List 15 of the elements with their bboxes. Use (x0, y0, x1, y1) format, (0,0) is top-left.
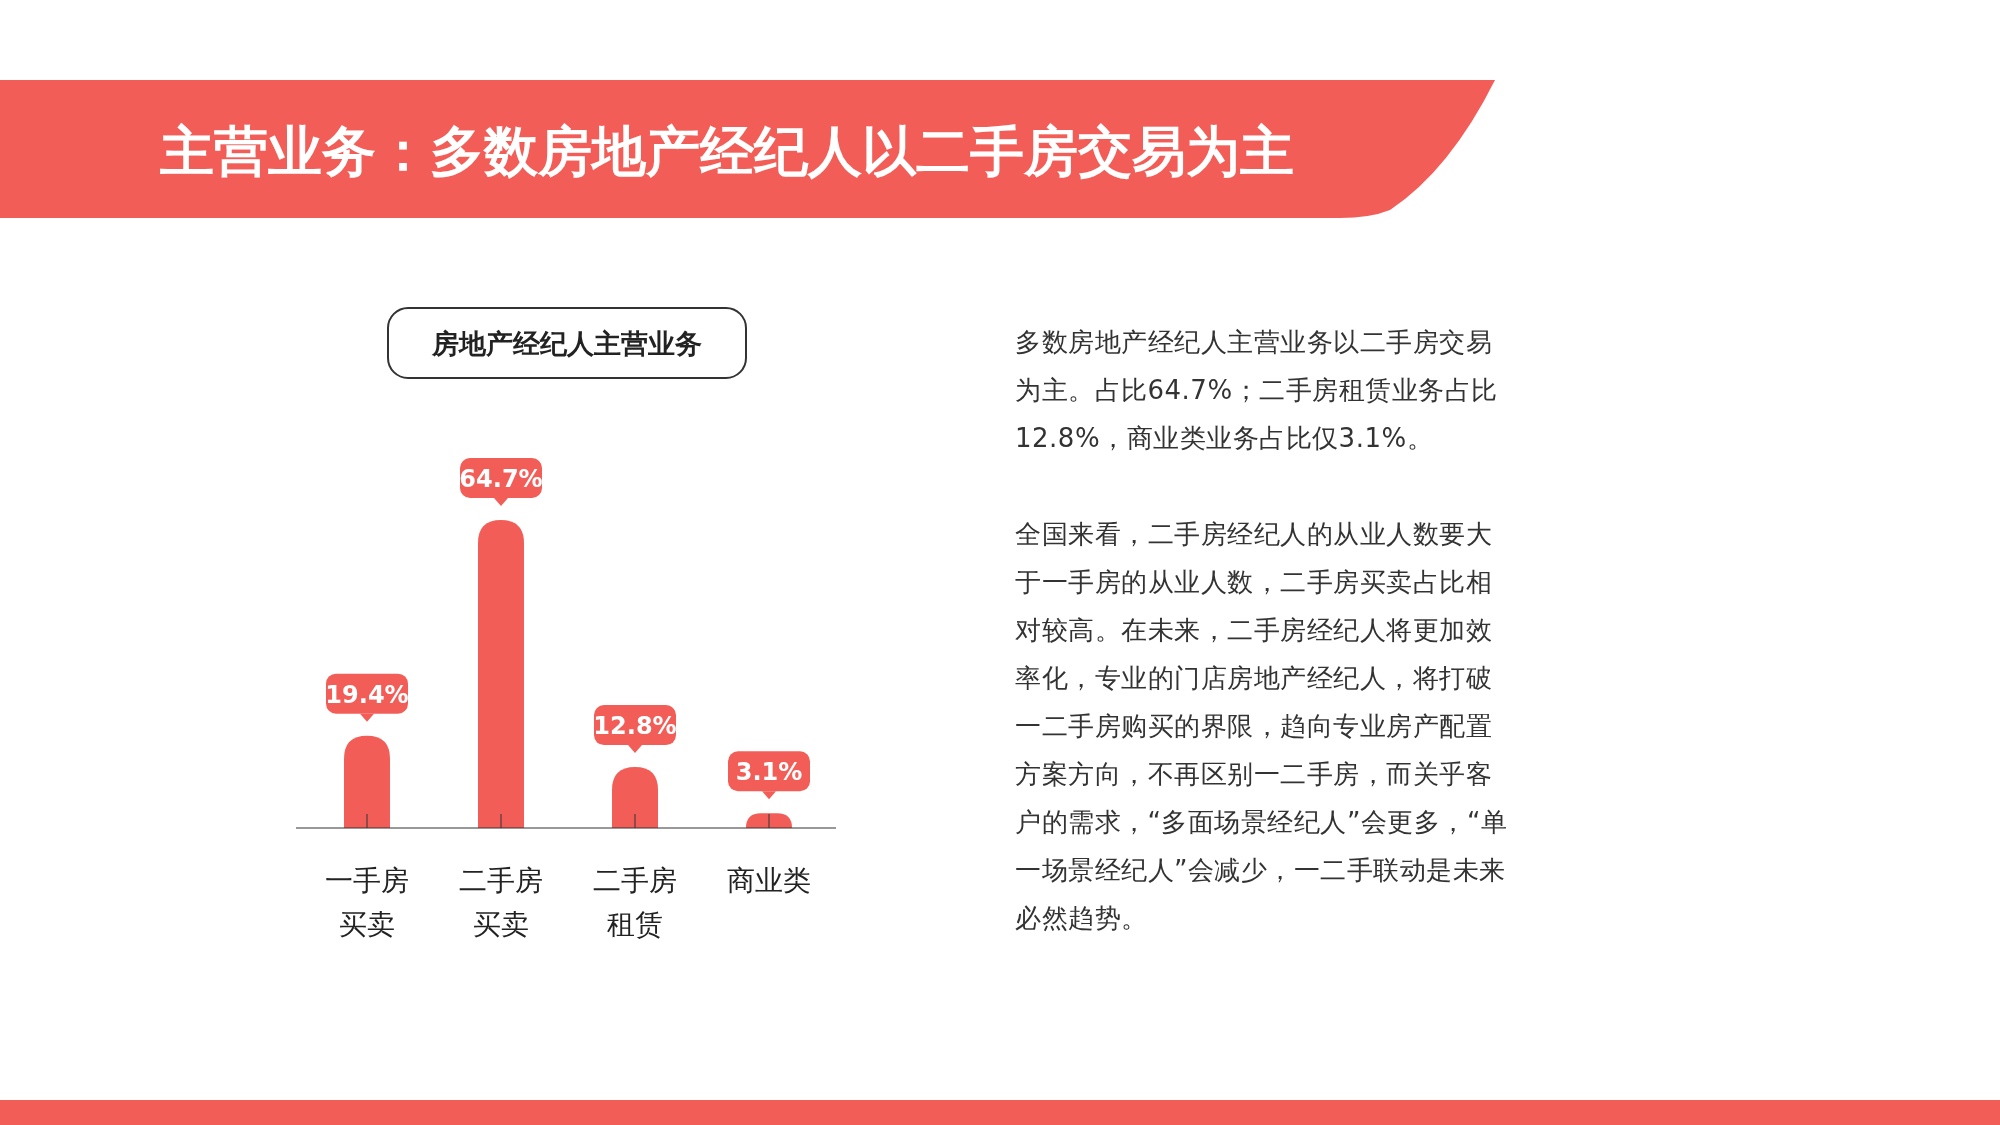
x-tick-label: 二手房买卖 (459, 864, 543, 941)
text: 多数房地产经纪人主营业务以二手房交易为主。占比64.7%；二手房租赁业务占比12.8%，商业类业务占比仅3.1%。 (1015, 326, 1499, 455)
bar (612, 767, 658, 828)
chart-subtitle: 房地产经纪人主营业务 (431, 328, 702, 359)
x-tick-label: 商业类 (727, 864, 811, 897)
data-label: 3.1% (735, 758, 803, 787)
x-tick-label: 二手房租赁 (593, 864, 677, 941)
text: 全国来看，二手房经纪人的从业人数要大于一手房的从业人数，二手房买卖占比相对较高。在未来，二手房经纪人将更加效率化，专业的门店房地产经纪人，将打破一二手房购买的界限，趋向专业房产配置方案方向，不再区别一二手房，而关乎客户的需求，“多面场景经纪人”会更多，“单一场景经纪人”会减少，一二手联动是未来必然趋势。 (1015, 519, 1508, 933)
data-label: 19.4% (325, 680, 409, 709)
data-label: 12.8% (593, 712, 677, 741)
x-tick-label: 一手房买卖 (325, 864, 409, 941)
chart-title: 主营业务：多数房地产经纪人以二手房交易为主 (159, 120, 1294, 183)
bar (344, 735, 390, 828)
data-label: 64.7% (459, 465, 543, 493)
bar (478, 520, 524, 828)
